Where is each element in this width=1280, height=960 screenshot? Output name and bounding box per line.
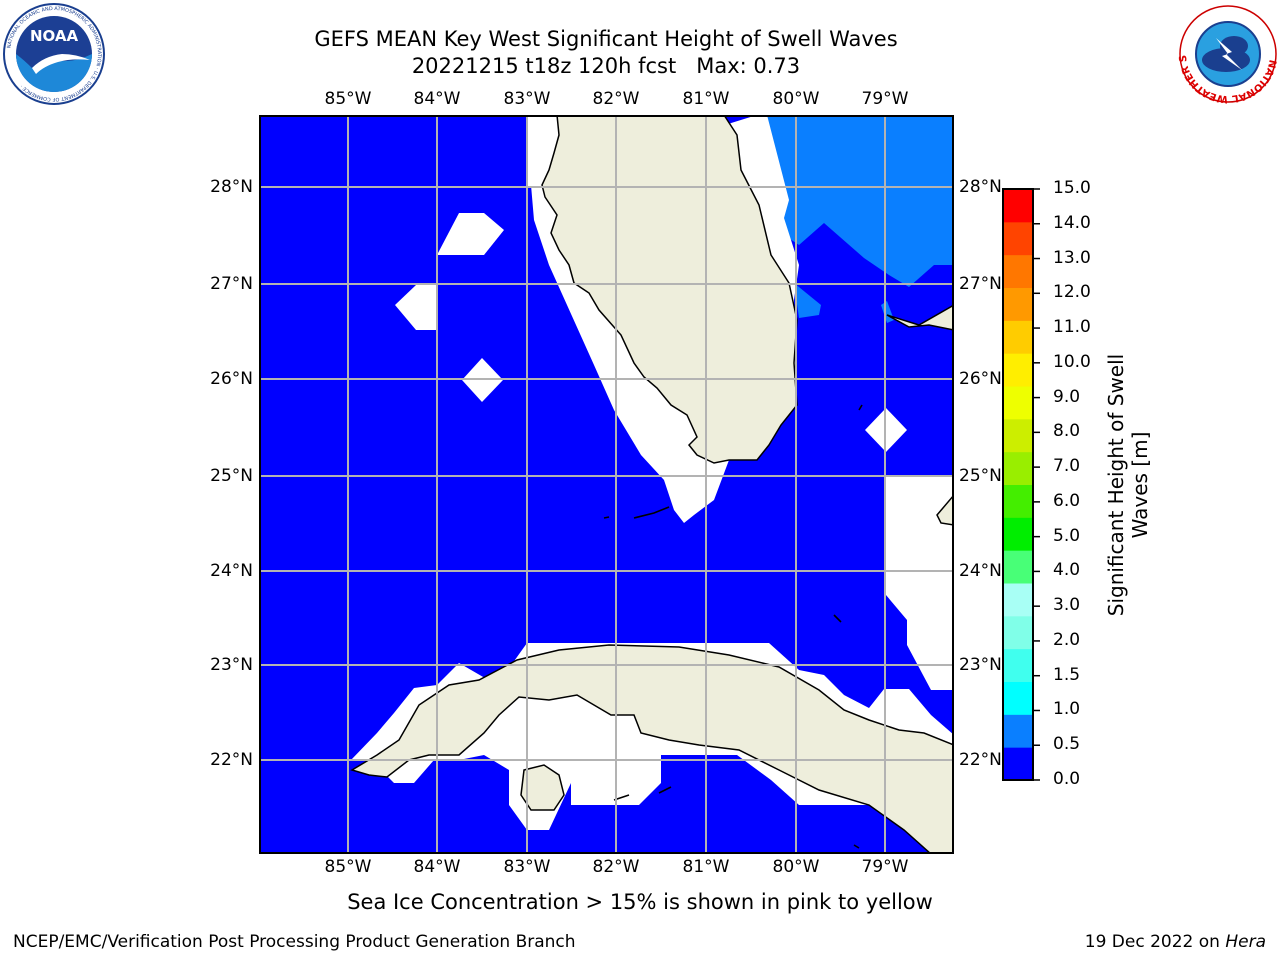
lon-label-bottom: 80°W — [772, 857, 820, 877]
colorbar — [1002, 188, 1040, 781]
lat-label-right: 23°N — [959, 655, 1002, 675]
colorbar-band — [1003, 386, 1033, 420]
colorbar-tick-label: 11.0 — [1053, 317, 1091, 338]
colorbar-tick-label: 1.0 — [1053, 699, 1081, 720]
lat-label-right: 25°N — [959, 466, 1002, 486]
colorbar-band — [1003, 583, 1033, 617]
sea-ice-note: Sea Ice Concentration > 15% is shown in … — [347, 890, 933, 914]
colorbar-tick-label: 7.0 — [1053, 456, 1081, 477]
colorbar-label-line1: Significant Height of Swell — [1104, 353, 1128, 617]
keys-islets — [603, 404, 863, 849]
lon-label-bottom: 79°W — [861, 857, 909, 877]
lat-label-left: 23°N — [210, 655, 253, 675]
host-name: Hera — [1225, 932, 1266, 952]
colorbar-band — [1003, 320, 1033, 354]
colorbar-band — [1003, 353, 1033, 387]
colorbar-band — [1003, 615, 1033, 650]
map-subtitle: 20221215 t18z 120h fcst Max: 0.73 — [411, 54, 801, 78]
land-masses — [350, 115, 954, 854]
date-host-line: 19 Dec 2022 on Hera — [1085, 932, 1266, 952]
colorbar-band — [1003, 221, 1033, 256]
colorbar-tick-label: 15.0 — [1053, 178, 1091, 198]
lon-label-top: 84°W — [413, 89, 461, 109]
colorbar-band — [1003, 714, 1033, 748]
lon-label-bottom: 82°W — [592, 857, 640, 877]
colorbar-frame — [1002, 188, 1034, 781]
lat-label-right: 28°N — [959, 177, 1002, 197]
lon-label-top: 85°W — [324, 89, 372, 109]
colorbar-tick-label: 13.0 — [1053, 247, 1091, 268]
lon-label-top: 80°W — [772, 89, 820, 109]
lat-label-right: 24°N — [959, 561, 1002, 581]
date-text: 19 Dec 2022 on — [1084, 932, 1226, 952]
lat-label-right: 27°N — [959, 274, 1002, 294]
colorbar-tick-label: 0.5 — [1053, 734, 1081, 755]
lat-label-right: 22°N — [959, 750, 1002, 770]
colorbar-band — [1003, 418, 1033, 453]
colorbar-label: Significant Height of Swell Waves [m] — [1104, 255, 1152, 715]
credit-line: NCEP/EMC/Verification Post Processing Pr… — [13, 932, 576, 952]
lon-label-top: 83°W — [503, 89, 551, 109]
swell-band-0-5 — [753, 115, 954, 287]
colorbar-band — [1003, 550, 1033, 584]
lat-label-left: 26°N — [210, 369, 253, 389]
colorbar-band — [1003, 517, 1033, 551]
lon-label-top: 79°W — [861, 89, 909, 109]
lat-label-left: 24°N — [210, 561, 253, 581]
colorbar-tick-label: 12.0 — [1053, 282, 1091, 303]
noaa-logo: NOAA NATIONAL OCEANIC AND ATMOSPHERIC AD… — [3, 3, 105, 105]
lat-label-left: 28°N — [210, 177, 253, 197]
colorbar-band — [1003, 189, 1033, 223]
lat-label-left: 25°N — [210, 466, 253, 486]
colorbar-tick-label: 0.0 — [1053, 769, 1081, 789]
colorbar-band — [1003, 648, 1033, 682]
cuba-land — [350, 644, 954, 854]
colorbar-band — [1003, 287, 1033, 321]
colorbar-label-line2: Waves [m] — [1128, 431, 1152, 539]
colorbar-band — [1003, 254, 1033, 288]
colorbar-tick-label: 5.0 — [1053, 525, 1081, 546]
colorbar-band — [1003, 451, 1033, 485]
colorbar-band — [1003, 747, 1033, 781]
map-plot — [259, 115, 954, 854]
lon-label-bottom: 85°W — [324, 857, 372, 877]
colorbar-tick-label: 14.0 — [1053, 212, 1091, 233]
colorbar-tick-label: 4.0 — [1053, 560, 1081, 581]
map-title: GEFS MEAN Key West Significant Height of… — [314, 27, 898, 51]
noaa-logo-text: NOAA — [30, 27, 79, 45]
lon-label-bottom: 84°W — [413, 857, 461, 877]
lon-label-bottom: 83°W — [503, 857, 551, 877]
colorbar-tick-label: 2.0 — [1053, 629, 1081, 650]
colorbar-tick-label: 9.0 — [1053, 386, 1081, 407]
isla-de-la-juventud — [520, 764, 565, 811]
lon-label-top: 82°W — [592, 89, 640, 109]
graticule — [259, 115, 954, 854]
lat-label-right: 26°N — [959, 369, 1002, 389]
grand-bahama — [886, 304, 954, 331]
colorbar-band — [1003, 681, 1033, 715]
lon-label-bottom: 81°W — [682, 857, 730, 877]
lon-label-top: 81°W — [682, 89, 730, 109]
nws-logo: NATIONAL WEATHER SERVICE — [1176, 2, 1278, 104]
colorbar-tick-label: 10.0 — [1053, 351, 1091, 372]
colorbar-tick-label: 8.0 — [1053, 421, 1081, 442]
colorbar-tick-label: 1.5 — [1053, 664, 1081, 685]
map-frame — [259, 115, 954, 854]
colorbar-band — [1003, 484, 1033, 518]
colorbar-tick-label: 6.0 — [1053, 490, 1081, 511]
colorbar-tick-label: 3.0 — [1053, 595, 1081, 616]
lat-label-left: 22°N — [210, 750, 253, 770]
lat-label-left: 27°N — [210, 274, 253, 294]
